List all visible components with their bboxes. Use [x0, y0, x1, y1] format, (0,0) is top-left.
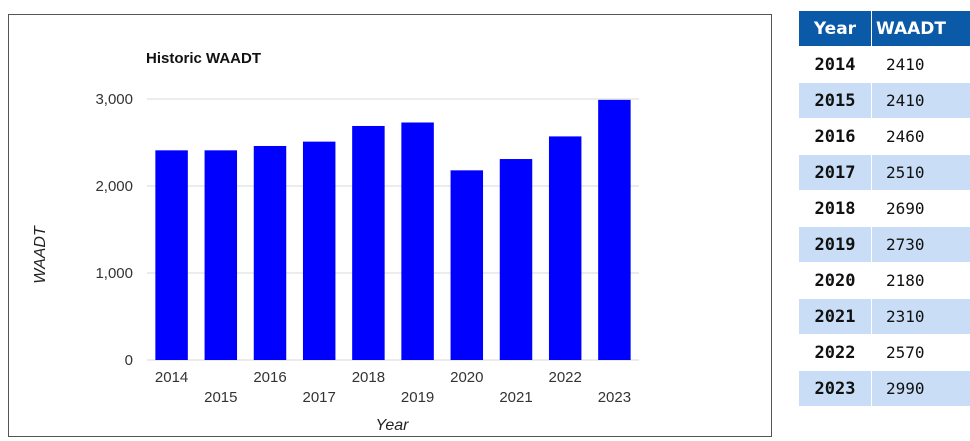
x-tick-label: 2023: [598, 389, 631, 406]
bar: [450, 170, 484, 360]
x-tick-label: 2022: [549, 369, 582, 386]
year-cell: 2017: [798, 154, 872, 191]
waadt-cell: 2180: [871, 262, 970, 299]
year-cell: 2018: [798, 190, 872, 227]
x-tick-label: 2021: [499, 389, 532, 406]
year-cell: 2020: [798, 262, 872, 299]
table-header-year: Year: [798, 10, 872, 47]
waadt-cell: 2990: [871, 370, 970, 407]
bar: [302, 141, 336, 360]
bars: [155, 99, 631, 361]
year-cell: 2014: [798, 46, 872, 83]
chart-title: Historic WAADT: [146, 50, 261, 67]
x-tick-label: 2019: [401, 389, 434, 406]
y-tick-label: 3,000: [95, 91, 133, 108]
axis-ticks: 0 1,000 2,000 3,000 2014 2015 2016 2017 2018 2019…: [95, 91, 631, 406]
waadt-cell: 2410: [871, 82, 970, 119]
x-axis-label: Year: [376, 417, 410, 434]
waadt-cell: 2510: [871, 154, 970, 191]
waadt-cell: 2570: [871, 334, 970, 371]
y-tick-label: 1,000: [95, 265, 133, 282]
waadt-cell: 2310: [871, 298, 970, 335]
table-row: 2016 2460: [798, 118, 970, 155]
year-cell: 2016: [798, 118, 872, 155]
x-tick-label: 2016: [253, 369, 286, 386]
table-row: 2017 2510: [798, 154, 970, 191]
year-cell: 2022: [798, 334, 872, 371]
bar: [155, 150, 188, 360]
waadt-cell: 2460: [871, 118, 970, 155]
table-row: 2023 2990: [798, 370, 970, 407]
x-tick-label: 2017: [303, 389, 336, 406]
waadt-cell: 2730: [871, 226, 970, 263]
waadt-table: Year WAADT 2014 2410 2015 2410 2016 2460…: [798, 10, 970, 407]
table-row: 2014 2410: [798, 46, 970, 83]
bar: [253, 145, 287, 360]
table-row: 2022 2570: [798, 334, 970, 371]
x-tick-label: 2014: [155, 369, 188, 386]
x-tick-label: 2018: [352, 369, 385, 386]
waadt-cell: 2690: [871, 190, 970, 227]
bar-chart: 0 1,000 2,000 3,000 2014 2015 2016 2017 2018 2019…: [32, 50, 639, 434]
year-cell: 2021: [798, 298, 872, 335]
year-cell: 2023: [798, 370, 872, 407]
table-header-row: Year WAADT: [798, 10, 970, 47]
table-row: 2015 2410: [798, 82, 970, 119]
bar: [352, 125, 385, 360]
year-cell: 2019: [798, 226, 872, 263]
table-row: 2018 2690: [798, 190, 970, 227]
x-tick-label: 2020: [450, 369, 483, 386]
bar: [401, 122, 434, 361]
x-tick-label: 2015: [204, 389, 237, 406]
y-axis-label: WAADT: [32, 225, 49, 284]
y-tick-label: 0: [125, 352, 133, 369]
bar: [499, 159, 533, 360]
table-row: 2019 2730: [798, 226, 970, 263]
table-row: 2020 2180: [798, 262, 970, 299]
year-cell: 2015: [798, 82, 872, 119]
chart-panel: 0 1,000 2,000 3,000 2014 2015 2016 2017 2018 2019…: [8, 14, 772, 437]
bar: [204, 150, 238, 360]
table-row: 2021 2310: [798, 298, 970, 335]
waadt-cell: 2410: [871, 46, 970, 83]
table-header-waadt: WAADT: [871, 10, 970, 47]
y-tick-label: 2,000: [95, 178, 133, 195]
bar: [598, 99, 631, 361]
bar: [548, 136, 582, 360]
